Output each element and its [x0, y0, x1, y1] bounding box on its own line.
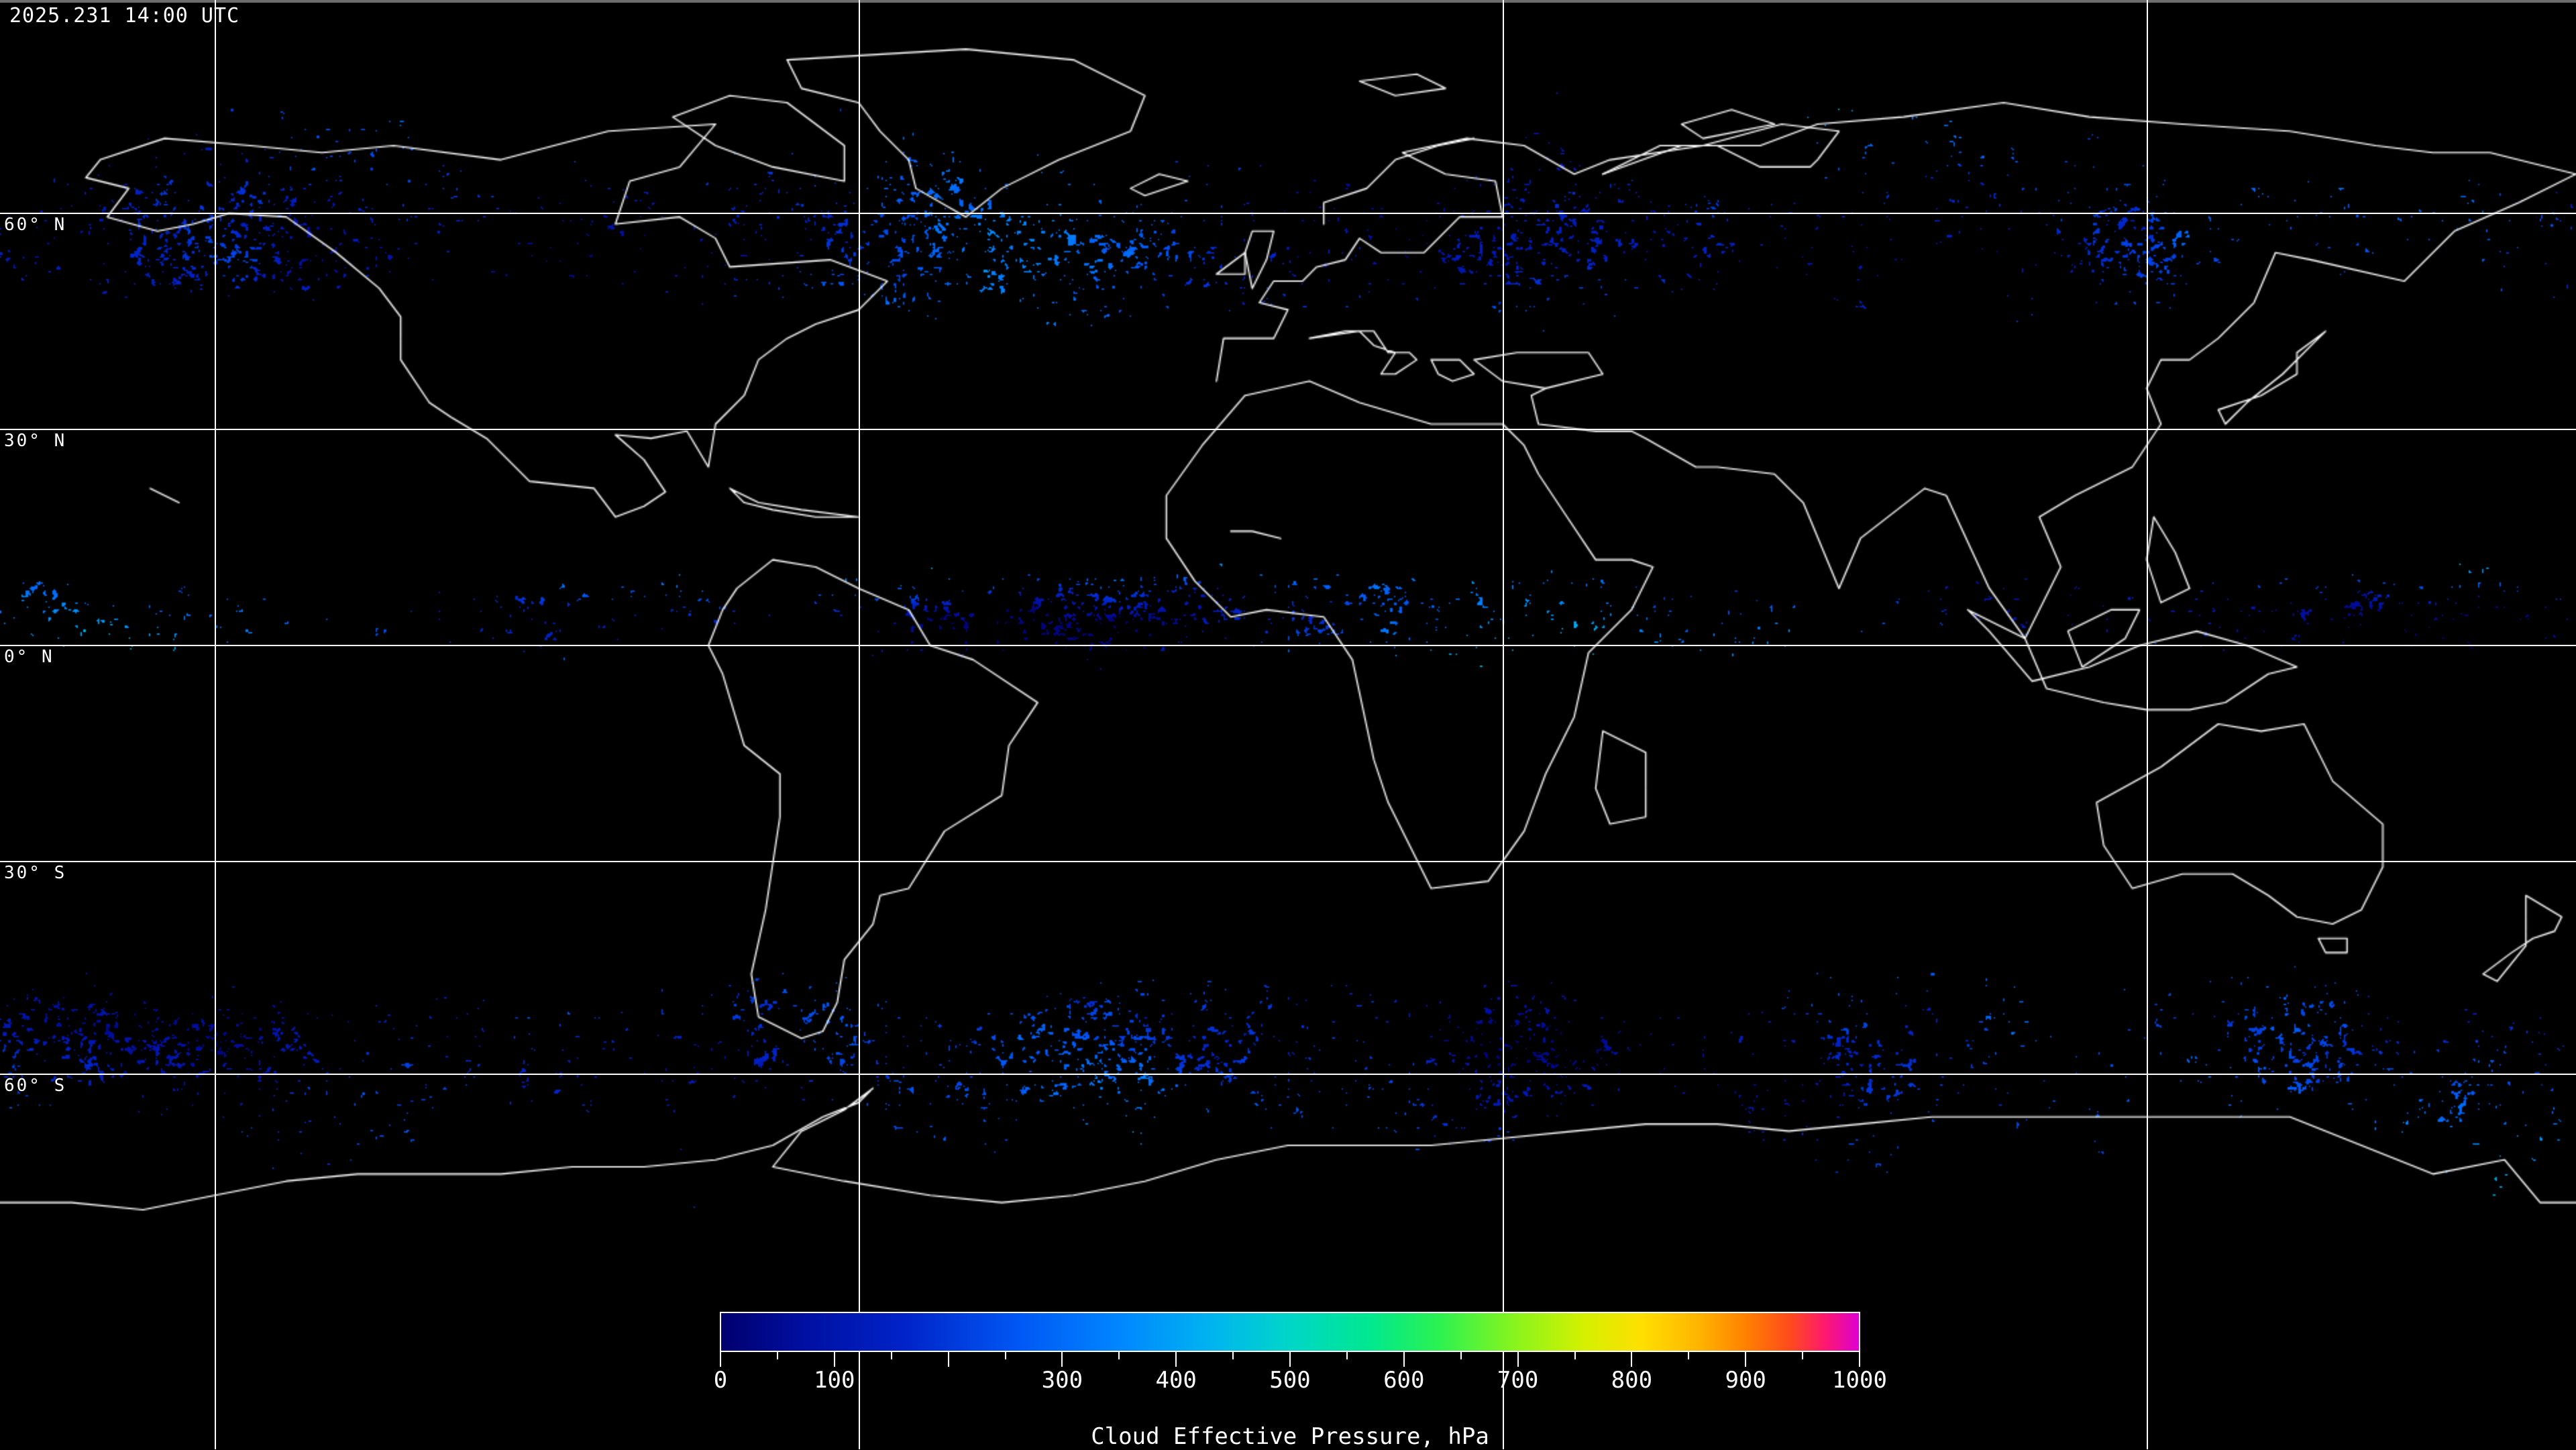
colorbar-major-tick [1517, 1352, 1519, 1367]
colorbar-major-tick [1631, 1352, 1633, 1367]
lat-label-30s: 30° S [4, 863, 67, 883]
gridline-lon-135e [2147, 0, 2148, 1449]
colorbar-tick-labels: 0 100 300 400 500 600 700 800 900 1000 [714, 1367, 1887, 1394]
lat-label-0: 0° N [4, 647, 54, 667]
colorbar-minor-tick [1118, 1352, 1120, 1359]
colorbar-major-tick [1745, 1352, 1747, 1367]
colorbar-tick-label: 100 [814, 1367, 855, 1394]
gridline-lat-0 [0, 645, 2576, 646]
colorbar-minor-tick [1688, 1352, 1690, 1359]
lat-label-60n: 60° N [4, 215, 67, 235]
gridline-lon-45e [1503, 0, 1504, 1449]
lat-label-30n: 30° N [4, 431, 67, 451]
colorbar-tick-label: 700 [1497, 1367, 1539, 1394]
colorbar-tick-label: 1000 [1832, 1367, 1887, 1394]
timestamp-label: 2025.231 14:00 UTC [9, 4, 240, 28]
colorbar-major-tick [1175, 1352, 1177, 1367]
colorbar-tick-label: 900 [1725, 1367, 1766, 1394]
colorbar-gradient-canvas [721, 1313, 1859, 1351]
gridline-lon-135w [215, 0, 216, 1449]
colorbar-minor-tick [890, 1352, 892, 1359]
colorbar-major-tick [833, 1352, 835, 1367]
colorbar-tick-label: 500 [1269, 1367, 1311, 1394]
gridline-lat-60n [0, 213, 2576, 214]
colorbar-minor-tick [1232, 1352, 1234, 1359]
colorbar-tick-label: 400 [1155, 1367, 1197, 1394]
colorbar-minor-tick [776, 1352, 778, 1359]
gridline-lon-45w [859, 0, 860, 1449]
colorbar-gradient [720, 1312, 1860, 1352]
colorbar-tick-label: 600 [1383, 1367, 1425, 1394]
gridline-lat-30n [0, 429, 2576, 430]
colorbar-tick-label: 0 [713, 1367, 728, 1394]
colorbar-minor-tick [1574, 1352, 1576, 1359]
colorbar-legend: 0 100 300 400 500 600 700 800 900 1000 Cloud Effe… [714, 1312, 1887, 1450]
colorbar-tick-label: 800 [1611, 1367, 1653, 1394]
colorbar-minor-tick [1802, 1352, 1804, 1359]
colorbar-minor-tick [1346, 1352, 1348, 1359]
colorbar-tick-marks [720, 1352, 1860, 1367]
top-border-strip [0, 0, 2576, 3]
colorbar-major-tick [1061, 1352, 1063, 1367]
colorbar-minor-tick [1004, 1352, 1006, 1359]
colorbar-tick-label: 300 [1041, 1367, 1083, 1394]
colorbar-major-tick [947, 1352, 949, 1367]
gridline-lat-60s [0, 1074, 2576, 1075]
colorbar-title: Cloud Effective Pressure, hPa [1091, 1423, 1489, 1450]
colorbar-major-tick [1859, 1352, 1860, 1367]
gridline-lat-30s [0, 861, 2576, 862]
colorbar-major-tick [720, 1352, 721, 1367]
colorbar-major-tick [1403, 1352, 1405, 1367]
lat-label-60s: 60° S [4, 1076, 67, 1096]
colorbar-minor-tick [1460, 1352, 1462, 1359]
colorbar-major-tick [1289, 1352, 1291, 1367]
